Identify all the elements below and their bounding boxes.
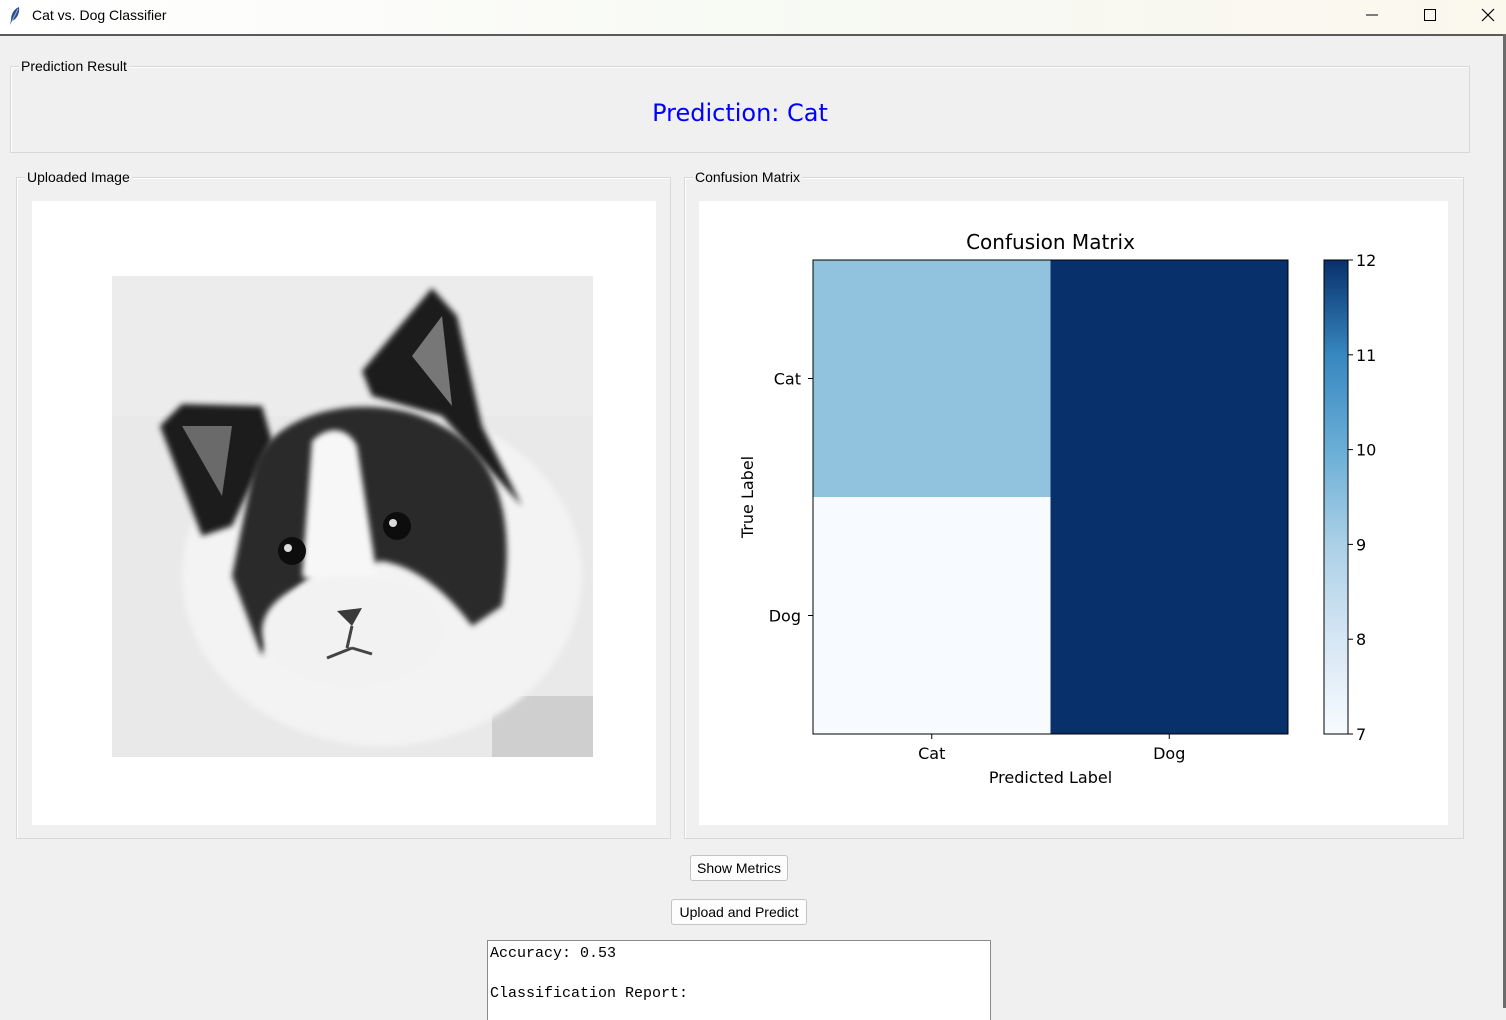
show-metrics-button[interactable]: Show Metrics [690,855,788,881]
chart-title: Confusion Matrix [966,230,1135,254]
matrix-canvas: Confusion Matrix Cat Dog Predicted Label Cat… [699,201,1448,825]
y-tick-label: Cat [774,370,801,389]
close-button[interactable] [1465,0,1506,30]
colorbar-tick-label: 12 [1356,251,1376,270]
window-border [1503,34,1506,1008]
uploaded-image-frame: Uploaded Image [16,168,671,839]
x-axis-label: Predicted Label [989,768,1112,787]
confusion-matrix-chart: Confusion Matrix Cat Dog Predicted Label Cat… [738,230,1376,787]
x-tick-label: Cat [918,744,945,763]
window-title: Cat vs. Dog Classifier [32,7,167,23]
colorbar-tick-label: 8 [1356,630,1366,649]
colorbar-tick-label: 10 [1356,441,1376,460]
colorbar [1323,259,1349,735]
prediction-result-frame: Prediction Result Prediction: Cat [10,57,1470,153]
y-axis-label: True Label [738,456,757,539]
heatmap-cell [813,260,1051,497]
accuracy-line: Accuracy: 0.53 [490,945,617,962]
upload-and-predict-button[interactable]: Upload and Predict [671,899,807,925]
image-canvas [32,201,656,825]
minimize-icon [1366,14,1378,16]
maximize-icon [1424,9,1436,21]
cat-image [112,276,593,757]
classification-report-line: Classification Report: [490,985,689,1002]
feather-icon [10,7,20,25]
uploaded-image-label: Uploaded Image [25,168,132,186]
heatmap-cell [813,497,1051,734]
minimize-button[interactable] [1349,0,1395,30]
close-icon [1481,8,1495,22]
confusion-matrix-frame: Confusion Matrix [684,168,1464,839]
heatmap-cell [1050,260,1288,497]
plot-frame [812,259,1289,735]
blank-line [490,964,988,984]
maximize-button[interactable] [1407,0,1453,30]
x-tick-label: Dog [1153,744,1185,763]
title-bar: Cat vs. Dog Classifier [0,0,1506,36]
y-tick-label: Dog [769,607,801,626]
heatmap-cell [1050,497,1288,734]
colorbar-tick-label: 9 [1356,535,1366,554]
metrics-textbox[interactable]: Accuracy: 0.53 Classification Report: [487,940,991,1020]
colorbar-tick-label: 7 [1356,725,1366,744]
prediction-text: Prediction: Cat [652,99,828,127]
confusion-matrix-label: Confusion Matrix [693,168,803,186]
colorbar-tick-label: 11 [1356,346,1376,365]
prediction-result-label: Prediction Result [19,57,129,75]
